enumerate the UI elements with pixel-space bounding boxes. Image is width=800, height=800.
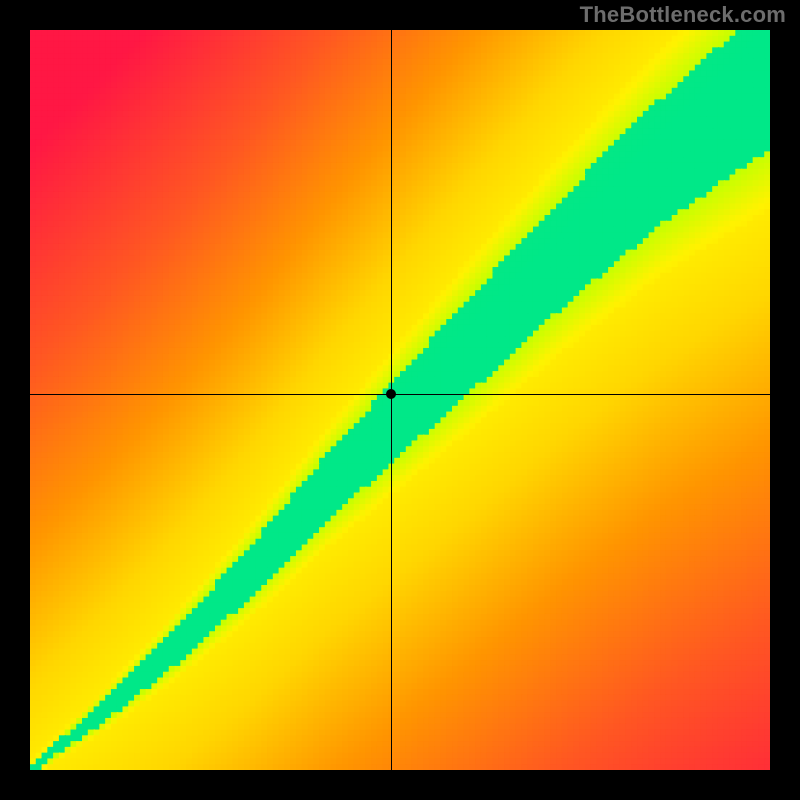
crosshair-marker	[386, 389, 396, 399]
heatmap-canvas	[30, 30, 770, 770]
bottleneck-heatmap	[30, 30, 770, 770]
watermark: TheBottleneck.com	[580, 2, 786, 28]
